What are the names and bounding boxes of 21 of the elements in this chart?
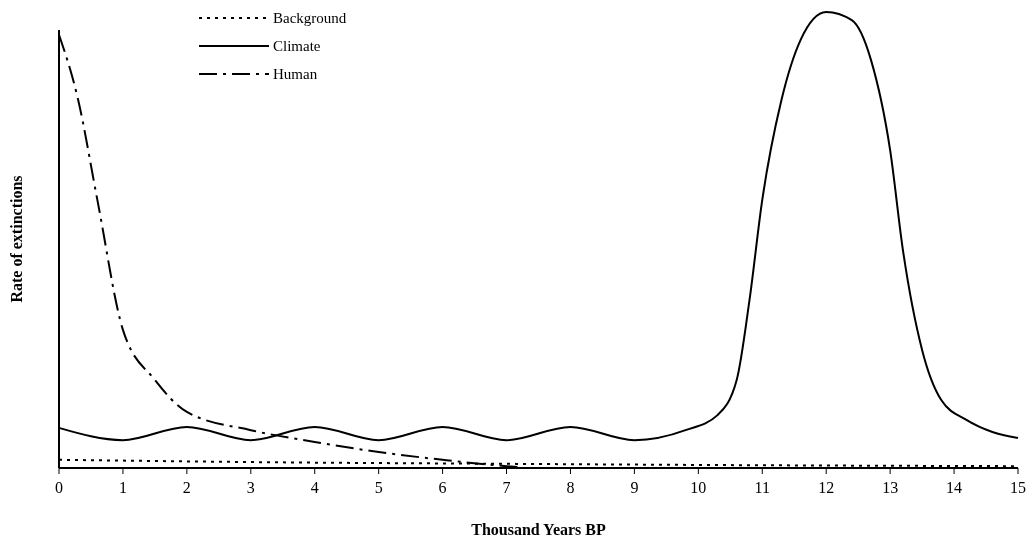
x-tick-label: 6	[438, 479, 447, 496]
x-tick-label: 2	[182, 479, 191, 496]
x-tick-label: 0	[55, 479, 63, 496]
y-axis-title: Rate of extinctions	[8, 175, 25, 303]
x-tick-label: 5	[374, 479, 383, 496]
x-tick-label: 12	[818, 479, 835, 496]
x-axis-title: Thousand Years BP	[471, 521, 606, 538]
legend-label: Background	[273, 10, 347, 26]
x-tick-label: 13	[882, 479, 899, 496]
legend-label: Human	[273, 66, 318, 82]
x-tick-label: 4	[310, 479, 319, 496]
x-tick-label: 3	[246, 479, 255, 496]
x-tick-label: 14	[946, 479, 963, 496]
x-tick-label: 9	[630, 479, 639, 496]
x-tick-label: 7	[502, 479, 511, 496]
legend-label: Climate	[273, 38, 321, 54]
x-tick-label: 15	[1010, 479, 1026, 496]
x-tick-label: 10	[690, 479, 707, 496]
x-tick-label: 11	[754, 479, 770, 496]
x-tick-label: 8	[566, 479, 575, 496]
x-tick-label: 1	[118, 479, 127, 496]
